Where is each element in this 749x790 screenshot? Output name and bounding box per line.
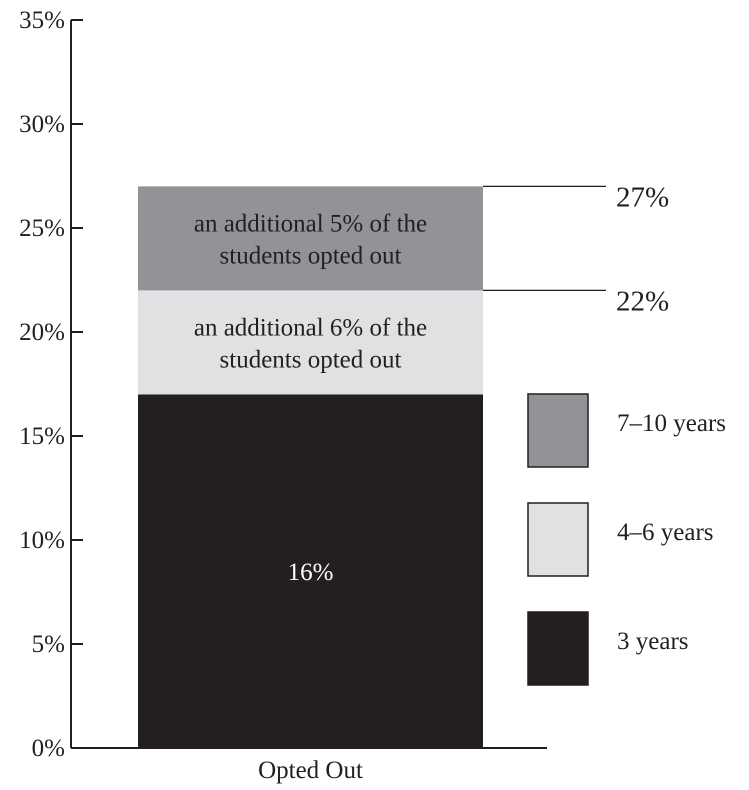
callout-label: 27% xyxy=(616,181,669,213)
legend-swatch xyxy=(527,502,589,577)
x-category-label: Opted Out xyxy=(258,757,363,784)
y-tick-label: 0% xyxy=(32,735,65,762)
y-tick-label: 10% xyxy=(19,527,65,554)
bar-segment xyxy=(138,290,483,395)
bar-segment xyxy=(138,186,483,291)
y-tick-label: 30% xyxy=(19,111,65,138)
bar-segment xyxy=(138,394,483,748)
bar-segment-label: an additional 5% of the xyxy=(194,210,427,237)
bar-segment-label: students opted out xyxy=(220,242,402,269)
callout-label: 22% xyxy=(616,285,669,317)
legend-swatch xyxy=(527,611,589,686)
bar-segment-label: an additional 6% of the xyxy=(194,314,427,341)
bar-segment-label: 16% xyxy=(288,559,334,586)
bar-segment-label: students opted out xyxy=(220,346,402,373)
legend-label: 4–6 years xyxy=(617,519,714,546)
y-tick-label: 25% xyxy=(19,215,65,242)
legend-swatch xyxy=(527,393,589,468)
y-tick-label: 20% xyxy=(19,319,65,346)
y-tick-label: 5% xyxy=(32,631,65,658)
y-tick-label: 15% xyxy=(19,423,65,450)
legend-label: 3 years xyxy=(617,628,689,655)
legend-label: 7–10 years xyxy=(617,410,726,437)
y-tick-label: 35% xyxy=(19,7,65,34)
